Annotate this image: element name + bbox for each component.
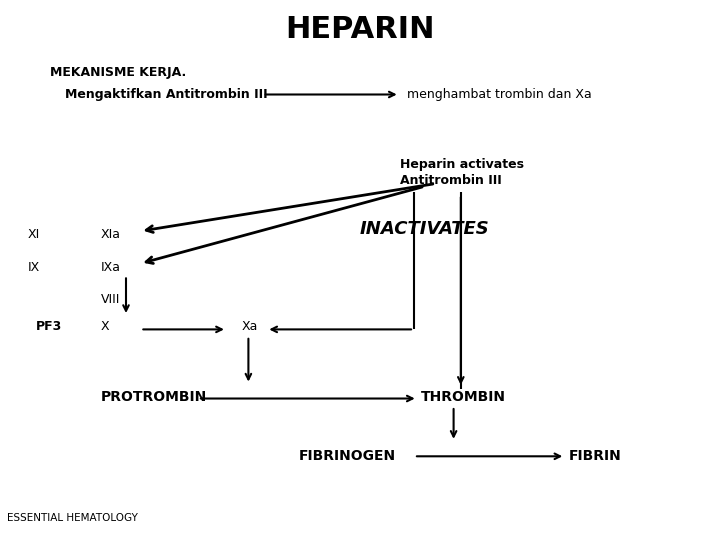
Text: menghambat trombin dan Xa: menghambat trombin dan Xa [407, 88, 592, 101]
Text: VIII: VIII [101, 293, 120, 306]
Text: Mengaktifkan Antitrombin III: Mengaktifkan Antitrombin III [65, 88, 267, 101]
Text: XI: XI [27, 228, 40, 241]
Text: INACTIVATES: INACTIVATES [360, 220, 490, 239]
Text: X: X [101, 320, 109, 333]
Text: MEKANISME KERJA.: MEKANISME KERJA. [50, 66, 186, 79]
Text: ESSENTIAL HEMATOLOGY: ESSENTIAL HEMATOLOGY [7, 514, 138, 523]
Text: IX: IX [27, 261, 40, 274]
Text: HEPARIN: HEPARIN [285, 15, 435, 44]
Text: PROTROMBIN: PROTROMBIN [101, 390, 207, 404]
Text: THROMBIN: THROMBIN [421, 390, 506, 404]
Text: XIa: XIa [101, 228, 121, 241]
Text: FIBRIN: FIBRIN [569, 449, 621, 463]
Text: Antitrombin III: Antitrombin III [400, 174, 501, 187]
Text: PF3: PF3 [36, 320, 62, 333]
Text: Heparin activates: Heparin activates [400, 158, 523, 171]
Text: IXa: IXa [101, 261, 121, 274]
Text: FIBRINOGEN: FIBRINOGEN [299, 449, 396, 463]
Text: Xa: Xa [241, 320, 258, 333]
